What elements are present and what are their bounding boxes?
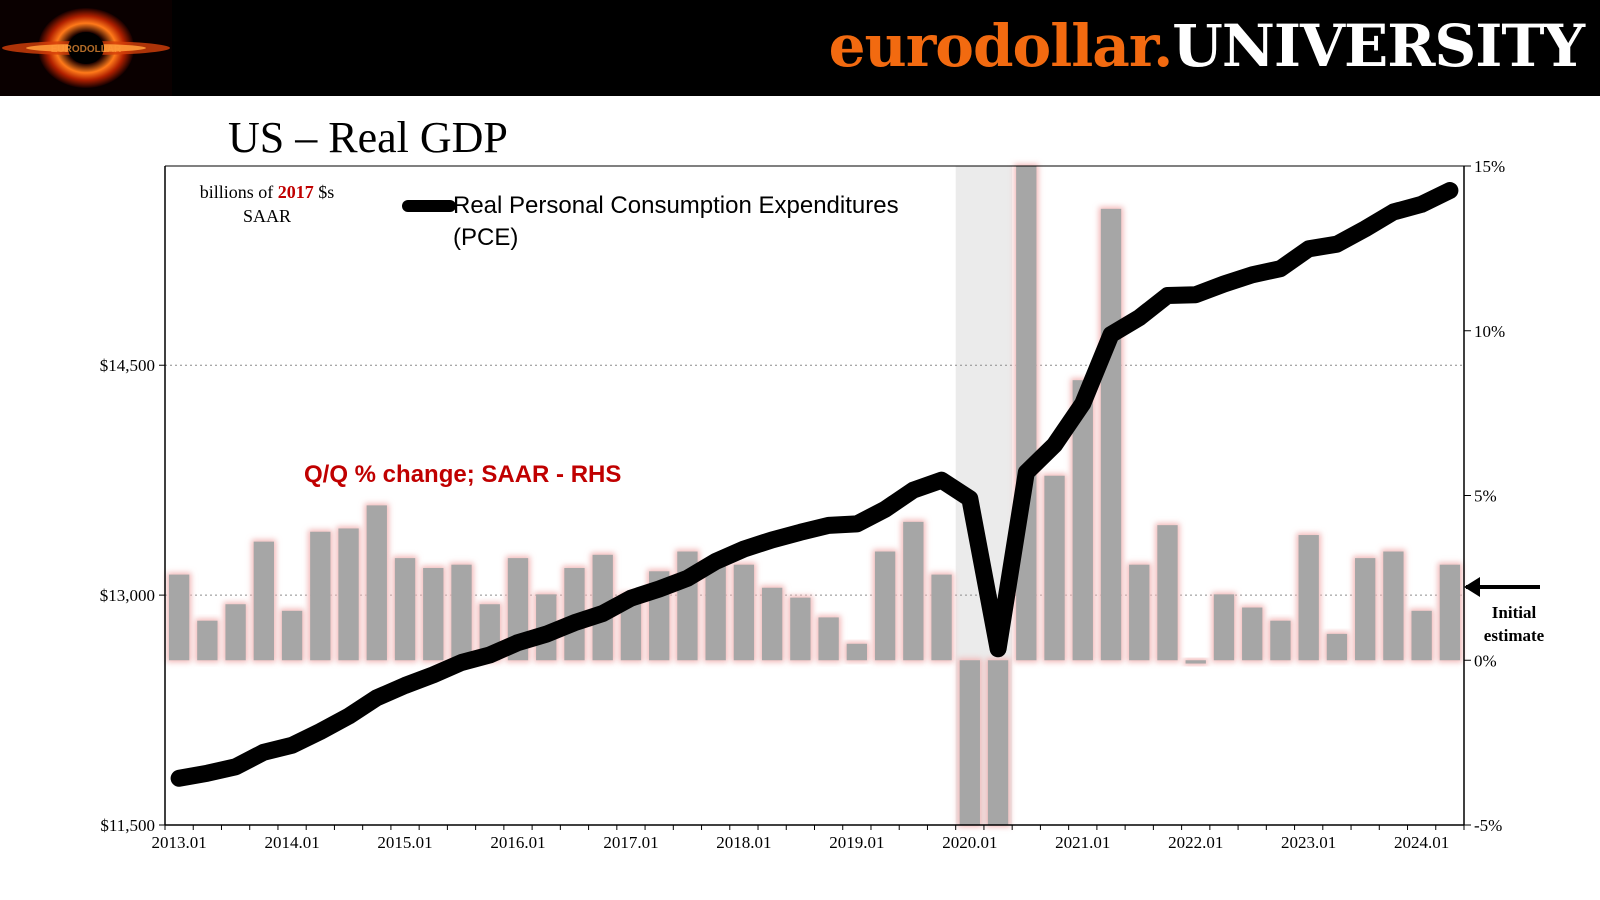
brand-part-eurodollar: eurodollar. <box>828 12 1174 80</box>
eurodollar-logo: EURODOLLAR <box>0 0 172 96</box>
left-tick-label-$14,500: $14,500 <box>100 356 155 375</box>
bar-2018.01 <box>733 564 755 661</box>
pce-line <box>170 182 1459 787</box>
right-tick-label-10%: 10% <box>1474 322 1505 341</box>
bar-2020.03 <box>1016 166 1037 661</box>
bar-2015.02 <box>423 567 444 661</box>
left-tick-label-$13,000: $13,000 <box>100 586 155 605</box>
bar-2019.02 <box>874 551 896 661</box>
x-tick-label-2017.01: 2017.01 <box>603 833 658 852</box>
bar-2019.04 <box>931 574 952 661</box>
units-note-line1: billions of 2017 $s <box>200 182 335 202</box>
right-tick-label-0%: 0% <box>1474 651 1497 670</box>
right-tick-label-5%: 5% <box>1474 487 1497 506</box>
chart-title: US – Real GDP <box>228 113 508 162</box>
bar-2014.03 <box>338 528 359 661</box>
initial-estimate-arrow <box>1464 577 1540 597</box>
x-tick-label-2014.01: 2014.01 <box>264 833 319 852</box>
initial-estimate-line2: estimate <box>1484 626 1545 645</box>
bar-2020.01 <box>959 660 980 825</box>
axes: 2013.01 2014.01 2015.01 2016.01 2017.01 2018.… <box>100 157 1505 852</box>
bar-2021.03 <box>1129 564 1150 661</box>
bar-2013.03 <box>225 604 246 661</box>
bar-2023.03 <box>1354 558 1376 661</box>
bar-2022.02 <box>1213 594 1235 661</box>
bar-2021.01 <box>1072 380 1093 661</box>
logo-text: EURODOLLAR <box>51 44 122 55</box>
bar-annotation: Q/Q % change; SAAR - RHS <box>304 461 621 488</box>
bar-2021.02 <box>1100 208 1122 661</box>
x-tick-label-2013.01: 2013.01 <box>151 833 206 852</box>
x-tick-label-2015.01: 2015.01 <box>377 833 432 852</box>
left-tick-label-$11,500: $11,500 <box>100 816 155 835</box>
bar-2018.02 <box>761 587 783 661</box>
bar-2018.04 <box>818 617 839 661</box>
bar-2015.01 <box>394 558 416 661</box>
bar-2013.01 <box>168 574 190 661</box>
bar-2023.04 <box>1383 551 1404 661</box>
x-tick-label-2018.01: 2018.01 <box>716 833 771 852</box>
x-tick-label-2024.01: 2024.01 <box>1394 833 1449 852</box>
bar-2022.04 <box>1270 620 1291 661</box>
pce-line-series <box>170 182 1459 787</box>
bar-2019.01 <box>846 643 868 661</box>
x-tick-label-2016.01: 2016.01 <box>490 833 545 852</box>
brand-part-university: UNIVERSITY <box>1172 12 1585 80</box>
brand-wordmark: eurodollar.UNIVERSITY <box>828 6 1585 86</box>
bar-2017.01 <box>620 594 642 661</box>
bar-2022.03 <box>1242 607 1263 661</box>
bar-2021.04 <box>1157 525 1178 661</box>
bar-2013.02 <box>197 620 218 661</box>
bar-series <box>166 164 1463 827</box>
bar-2014.02 <box>310 531 331 661</box>
legend-label-line2: (PCE) <box>453 224 518 251</box>
bar-2013.04 <box>253 541 275 661</box>
x-tick-label-2021.01: 2021.01 <box>1055 833 1110 852</box>
bar-2020.02 <box>987 660 1009 825</box>
units-note-line2: SAAR <box>243 206 291 226</box>
bar-2024.02 <box>1439 564 1461 661</box>
right-tick-label--5%: -5% <box>1474 816 1502 835</box>
x-tick-label-2022.01: 2022.01 <box>1168 833 1223 852</box>
right-tick-label-15%: 15% <box>1474 157 1505 176</box>
legend-label-line1: Real Personal Consumption Expenditures <box>453 192 899 219</box>
bar-2023.02 <box>1326 633 1348 661</box>
bar-2014.01 <box>281 610 303 661</box>
header-banner: EURODOLLAR eurodollar.UNIVERSITY <box>0 0 1600 96</box>
x-tick-label-2019.01: 2019.01 <box>829 833 884 852</box>
bar-2023.01 <box>1298 535 1319 661</box>
bar-2022.01 <box>1185 660 1206 664</box>
initial-estimate-line1: Initial <box>1492 603 1537 622</box>
x-tick-label-2023.01: 2023.01 <box>1281 833 1336 852</box>
x-tick-label-2020.01: 2020.01 <box>942 833 997 852</box>
bar-2014.04 <box>366 505 387 661</box>
bar-2020.04 <box>1044 475 1065 661</box>
bar-2017.04 <box>705 564 726 661</box>
bar-2024.01 <box>1411 610 1432 661</box>
bar-2018.03 <box>790 597 811 661</box>
bar-2015.03 <box>451 564 472 661</box>
bar-2019.03 <box>903 521 924 661</box>
